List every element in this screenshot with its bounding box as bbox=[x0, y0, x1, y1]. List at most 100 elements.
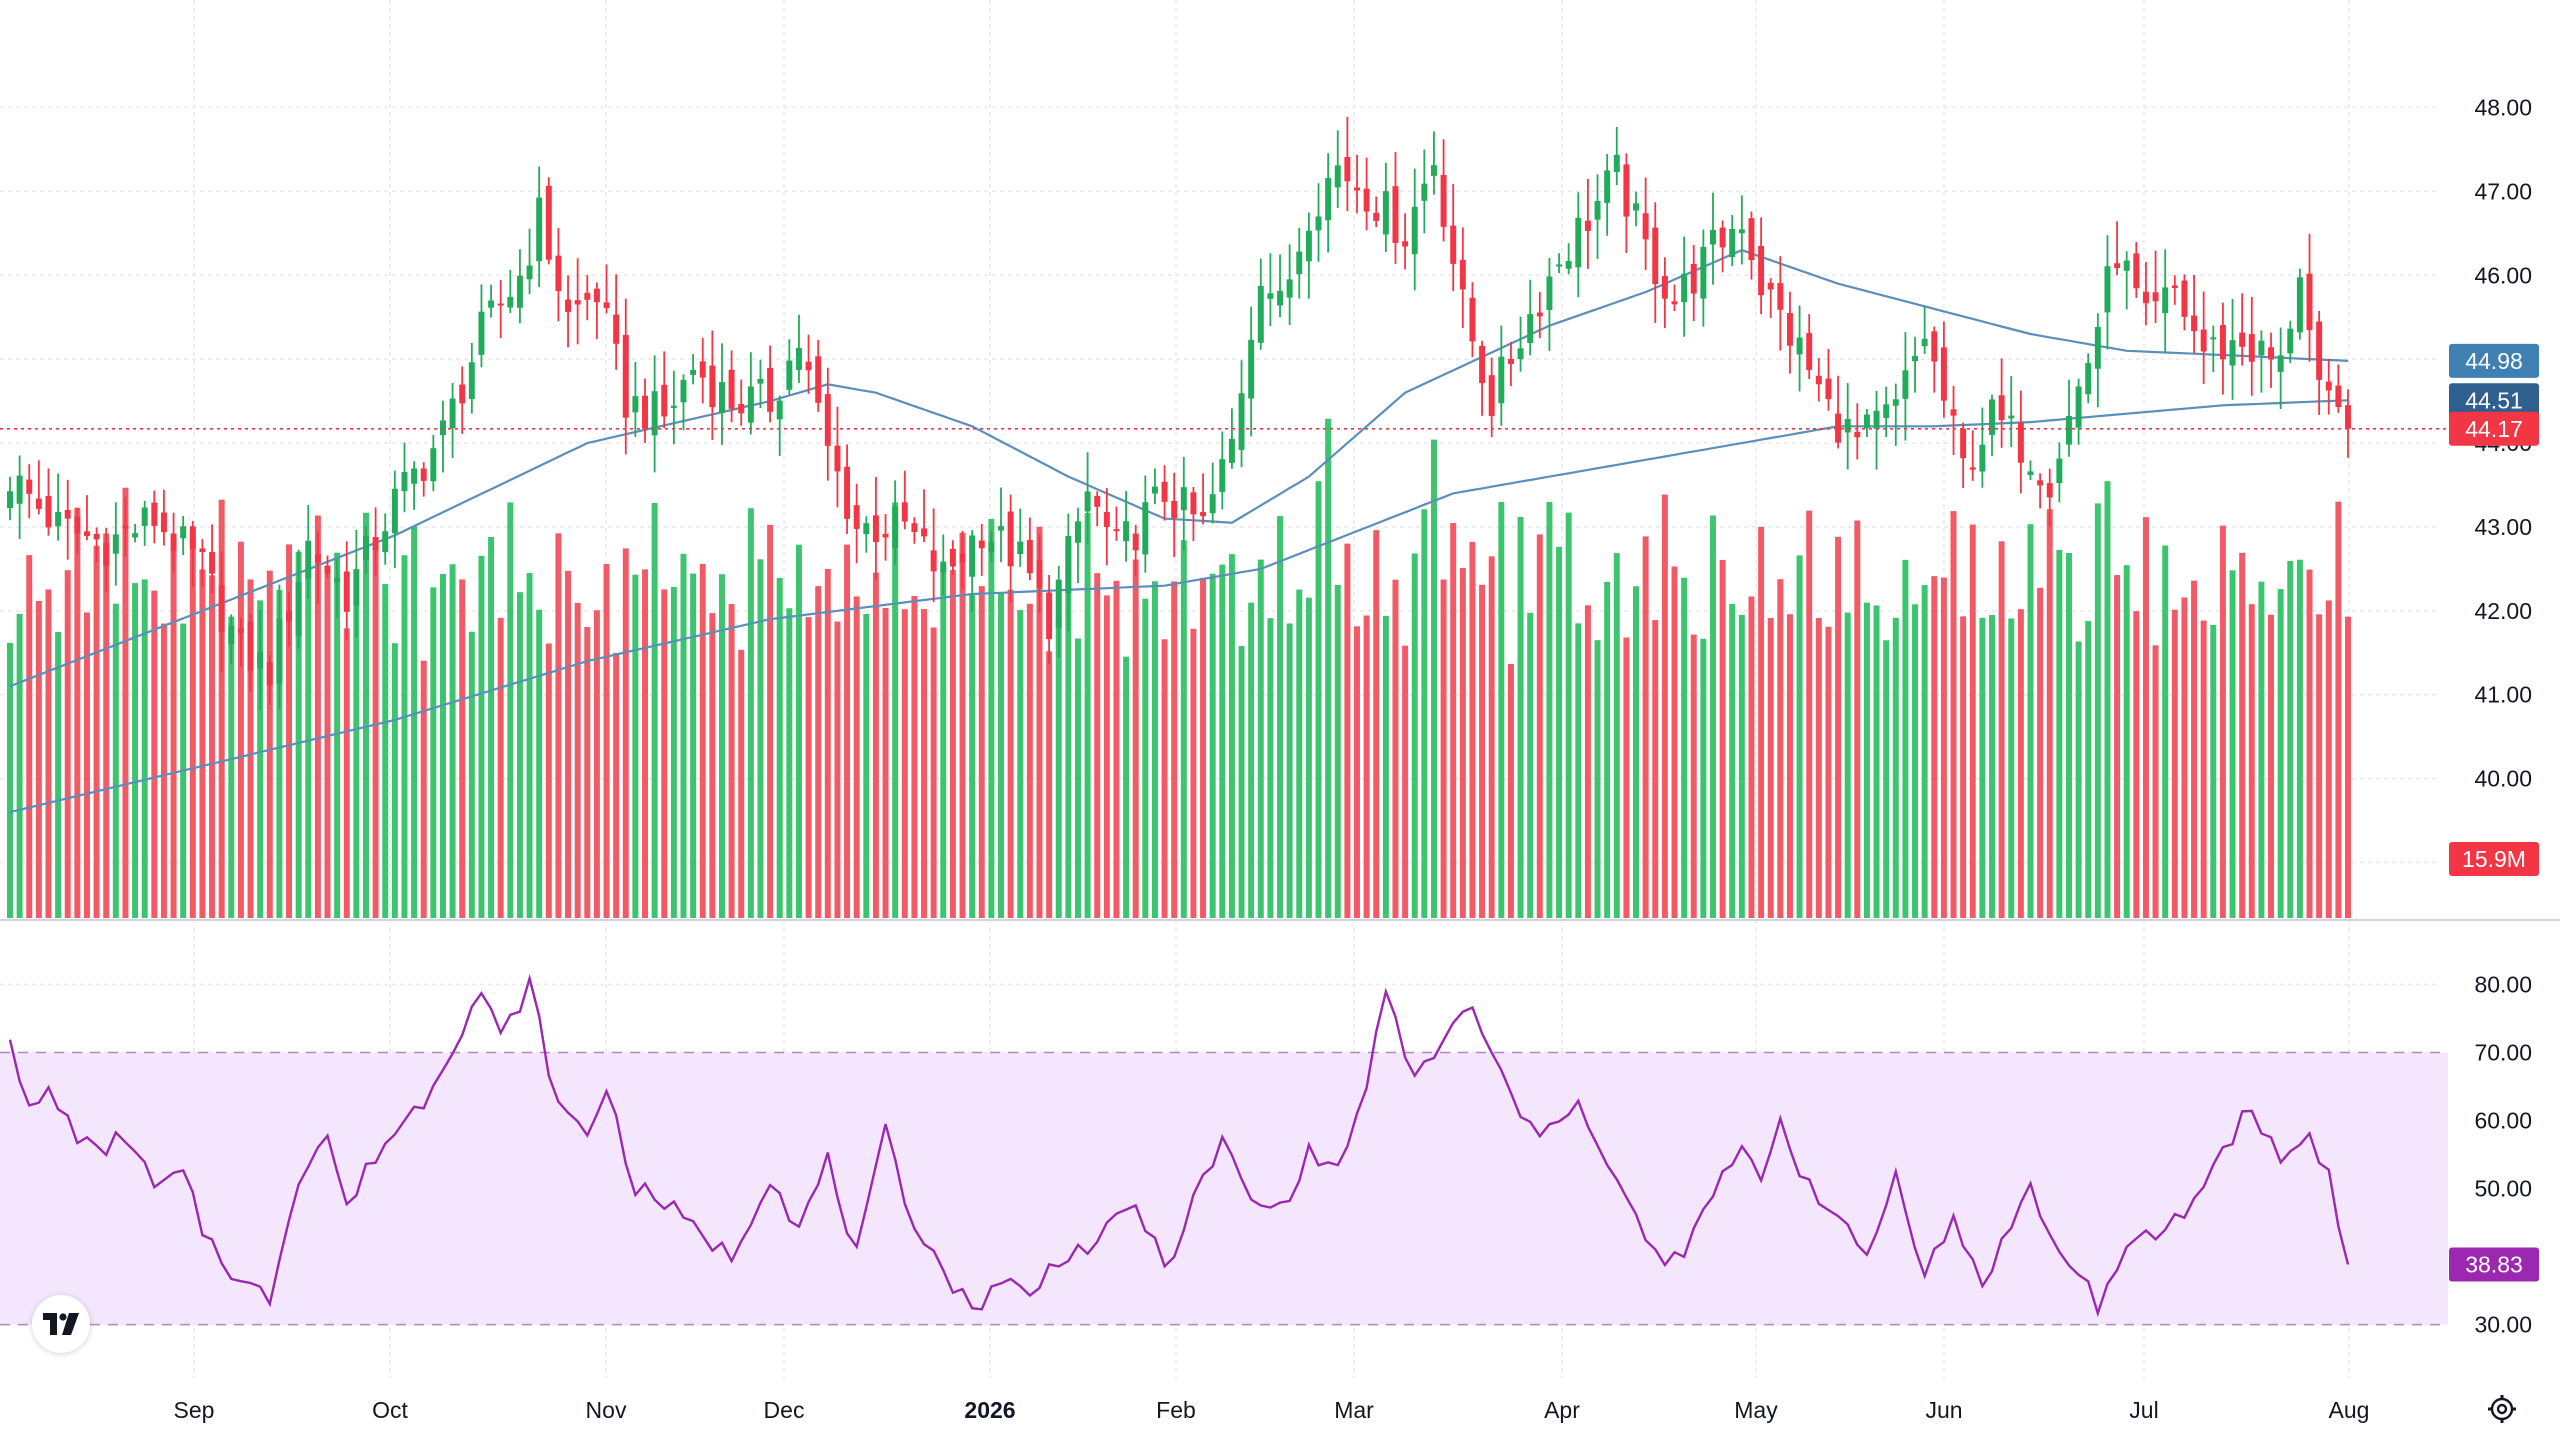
candle-body bbox=[2219, 325, 2226, 360]
candle bbox=[1960, 422, 1967, 489]
candle-body bbox=[1748, 218, 1755, 261]
candle bbox=[1652, 202, 1659, 323]
volume-bar bbox=[1719, 559, 1726, 918]
volume-bar bbox=[459, 579, 466, 918]
volume-bar bbox=[74, 507, 81, 918]
candle bbox=[1334, 130, 1341, 208]
candle-body bbox=[2123, 260, 2130, 271]
candle-body bbox=[613, 314, 620, 344]
rsi-value-tag: 38.83 bbox=[2449, 1247, 2539, 1282]
candle bbox=[863, 516, 870, 553]
volume-bar bbox=[1902, 559, 1909, 918]
candle bbox=[391, 470, 398, 569]
gear-icon[interactable] bbox=[2487, 1394, 2517, 1424]
candle-body bbox=[1373, 212, 1380, 221]
candle-body bbox=[209, 552, 216, 574]
candle bbox=[882, 514, 889, 561]
candle-body bbox=[334, 578, 341, 583]
volume-bar bbox=[1267, 618, 1274, 918]
candle-body bbox=[35, 498, 42, 509]
volume-bar bbox=[536, 609, 543, 918]
price-axis[interactable]: 48.0047.0046.0045.0044.0043.0042.0041.00… bbox=[2474, 95, 2532, 1338]
candle bbox=[690, 354, 697, 385]
candle-body bbox=[141, 507, 148, 526]
volume-bar bbox=[1854, 520, 1861, 918]
ma-fast-value-tag-bg bbox=[2449, 343, 2539, 378]
candle-body bbox=[391, 488, 398, 534]
volume-bar bbox=[2152, 645, 2159, 918]
volume-bar bbox=[1180, 540, 1187, 918]
candle bbox=[2027, 460, 2034, 481]
candle-body bbox=[55, 512, 62, 527]
candle-body bbox=[1459, 259, 1466, 290]
volume-bar bbox=[497, 617, 504, 918]
candle bbox=[1238, 360, 1245, 468]
candle bbox=[584, 275, 591, 321]
volume-bar bbox=[661, 589, 668, 918]
candle-body bbox=[1892, 399, 1899, 406]
volume-bar bbox=[401, 555, 408, 918]
candle bbox=[411, 461, 418, 510]
ma-slow-value-tag: 44.51 bbox=[2449, 383, 2539, 418]
candle bbox=[969, 530, 976, 612]
candle-body bbox=[1402, 241, 1409, 247]
volume-bar bbox=[26, 555, 33, 918]
candle-body bbox=[1238, 393, 1245, 450]
volume-bar bbox=[1652, 620, 1659, 918]
volume-bar bbox=[1354, 626, 1360, 918]
candle bbox=[1267, 253, 1274, 327]
volume-bar bbox=[1565, 512, 1572, 918]
rsi-value-tag-bg bbox=[2449, 1247, 2539, 1282]
candle-body bbox=[353, 569, 360, 606]
volume-bar bbox=[1671, 566, 1678, 918]
candle-body bbox=[1026, 539, 1033, 574]
tradingview-logo[interactable] bbox=[32, 1295, 90, 1353]
volume-bar bbox=[2085, 621, 2092, 918]
candle-body bbox=[459, 384, 466, 404]
candle bbox=[420, 462, 427, 497]
volume-bar bbox=[1325, 418, 1332, 918]
candle bbox=[1950, 385, 1957, 456]
time-axis[interactable]: Sep Oct Nov Dec 2026 Feb Mar Apr May Jun Jul Aug bbox=[174, 1397, 2370, 1423]
candle bbox=[1873, 390, 1880, 470]
volume-bar bbox=[1892, 617, 1899, 918]
candle-body bbox=[170, 533, 177, 551]
candle bbox=[574, 258, 581, 345]
candle bbox=[2316, 311, 2323, 415]
candle bbox=[2152, 250, 2159, 323]
volume-bar bbox=[449, 564, 456, 918]
volume-bar bbox=[1363, 615, 1370, 918]
candle-body bbox=[738, 403, 745, 414]
candle bbox=[468, 343, 475, 414]
candle bbox=[2065, 379, 2072, 457]
candle bbox=[1940, 321, 1947, 418]
volume-bar bbox=[1738, 614, 1745, 918]
candle bbox=[795, 314, 802, 384]
candle bbox=[1969, 430, 1976, 481]
volume-bar bbox=[1777, 579, 1784, 918]
candle-body bbox=[757, 378, 764, 384]
volume-bar bbox=[1700, 638, 1707, 918]
candle bbox=[1248, 306, 1255, 437]
candle bbox=[1979, 407, 1986, 488]
volume-bar bbox=[237, 541, 244, 918]
candle bbox=[1575, 192, 1582, 298]
ma-slow-value-tag-text: 44.51 bbox=[2465, 387, 2523, 413]
candle-body bbox=[420, 468, 427, 481]
volume-bar bbox=[1103, 595, 1110, 918]
volume-bar bbox=[1969, 524, 1976, 918]
candle bbox=[74, 507, 81, 554]
price-tick-label: 41.00 bbox=[2474, 682, 2532, 708]
volume-bar bbox=[411, 526, 418, 918]
candle-body bbox=[709, 365, 716, 408]
candle bbox=[632, 361, 639, 437]
volume-bar bbox=[1459, 568, 1466, 918]
candle bbox=[343, 541, 350, 641]
candle bbox=[1479, 340, 1486, 416]
candle bbox=[1835, 375, 1842, 449]
moving-average-fast bbox=[9, 248, 2349, 688]
volume-bar bbox=[2296, 559, 2303, 918]
volume-bar bbox=[430, 587, 437, 918]
price-tick-label: 46.00 bbox=[2474, 262, 2532, 288]
